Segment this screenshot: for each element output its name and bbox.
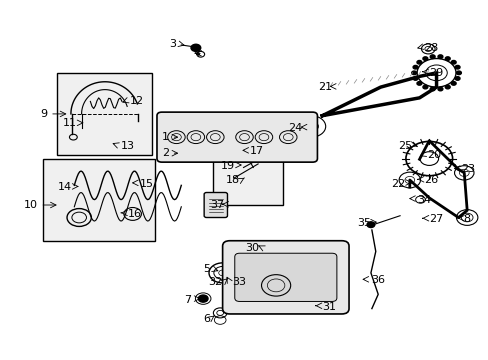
Text: 18: 18 [225, 175, 239, 185]
Circle shape [191, 44, 201, 51]
Text: 19: 19 [220, 161, 234, 171]
Text: 7: 7 [183, 295, 191, 305]
Text: 22: 22 [390, 179, 404, 189]
Bar [212, 144, 283, 205]
Text: 3: 3 [169, 39, 176, 49]
Bar [42, 158, 154, 241]
Circle shape [437, 55, 442, 58]
Circle shape [429, 87, 434, 91]
Text: 14: 14 [58, 182, 72, 192]
FancyBboxPatch shape [234, 253, 336, 301]
Text: 5: 5 [203, 264, 210, 274]
Text: 2: 2 [162, 148, 169, 158]
Circle shape [445, 85, 449, 89]
Text: 6: 6 [203, 314, 210, 324]
Circle shape [437, 87, 442, 91]
Circle shape [454, 77, 459, 80]
Text: 29: 29 [428, 68, 443, 78]
Text: 27: 27 [428, 214, 443, 224]
Text: 11: 11 [62, 118, 77, 128]
Text: 33: 33 [232, 277, 246, 287]
Circle shape [412, 66, 417, 69]
Text: 25: 25 [397, 141, 411, 151]
Text: 9: 9 [41, 109, 47, 119]
Circle shape [416, 60, 421, 64]
Circle shape [422, 57, 427, 60]
Circle shape [411, 71, 416, 75]
Text: 32: 32 [208, 277, 222, 287]
Text: 8: 8 [462, 214, 469, 224]
FancyBboxPatch shape [157, 112, 317, 162]
Circle shape [198, 295, 207, 302]
FancyBboxPatch shape [203, 193, 227, 217]
FancyBboxPatch shape [222, 241, 348, 314]
Circle shape [450, 82, 455, 85]
Text: 26: 26 [424, 175, 438, 185]
Circle shape [412, 77, 417, 80]
Text: 36: 36 [370, 275, 384, 285]
Text: 20: 20 [426, 150, 440, 160]
Text: 24: 24 [288, 123, 302, 133]
Circle shape [422, 85, 427, 89]
Text: 23: 23 [460, 164, 474, 174]
Text: 10: 10 [24, 200, 38, 210]
Text: 15: 15 [140, 179, 154, 189]
Circle shape [445, 57, 449, 60]
Circle shape [366, 222, 374, 228]
Text: 4: 4 [193, 48, 200, 58]
Text: 21: 21 [317, 82, 331, 92]
Bar [57, 73, 152, 155]
Text: 13: 13 [120, 141, 134, 151]
Text: 17: 17 [249, 147, 263, 157]
Text: 16: 16 [127, 209, 142, 219]
Circle shape [456, 71, 460, 75]
Text: 35: 35 [356, 218, 370, 228]
Text: 12: 12 [130, 96, 144, 107]
Text: 1: 1 [162, 132, 169, 142]
Circle shape [450, 60, 455, 64]
Text: 30: 30 [244, 243, 259, 253]
Text: 37: 37 [210, 200, 224, 210]
Text: 34: 34 [416, 195, 430, 204]
Circle shape [454, 66, 459, 69]
Text: 28: 28 [424, 43, 438, 53]
Text: 31: 31 [322, 302, 336, 312]
Circle shape [416, 82, 421, 85]
Circle shape [429, 55, 434, 58]
